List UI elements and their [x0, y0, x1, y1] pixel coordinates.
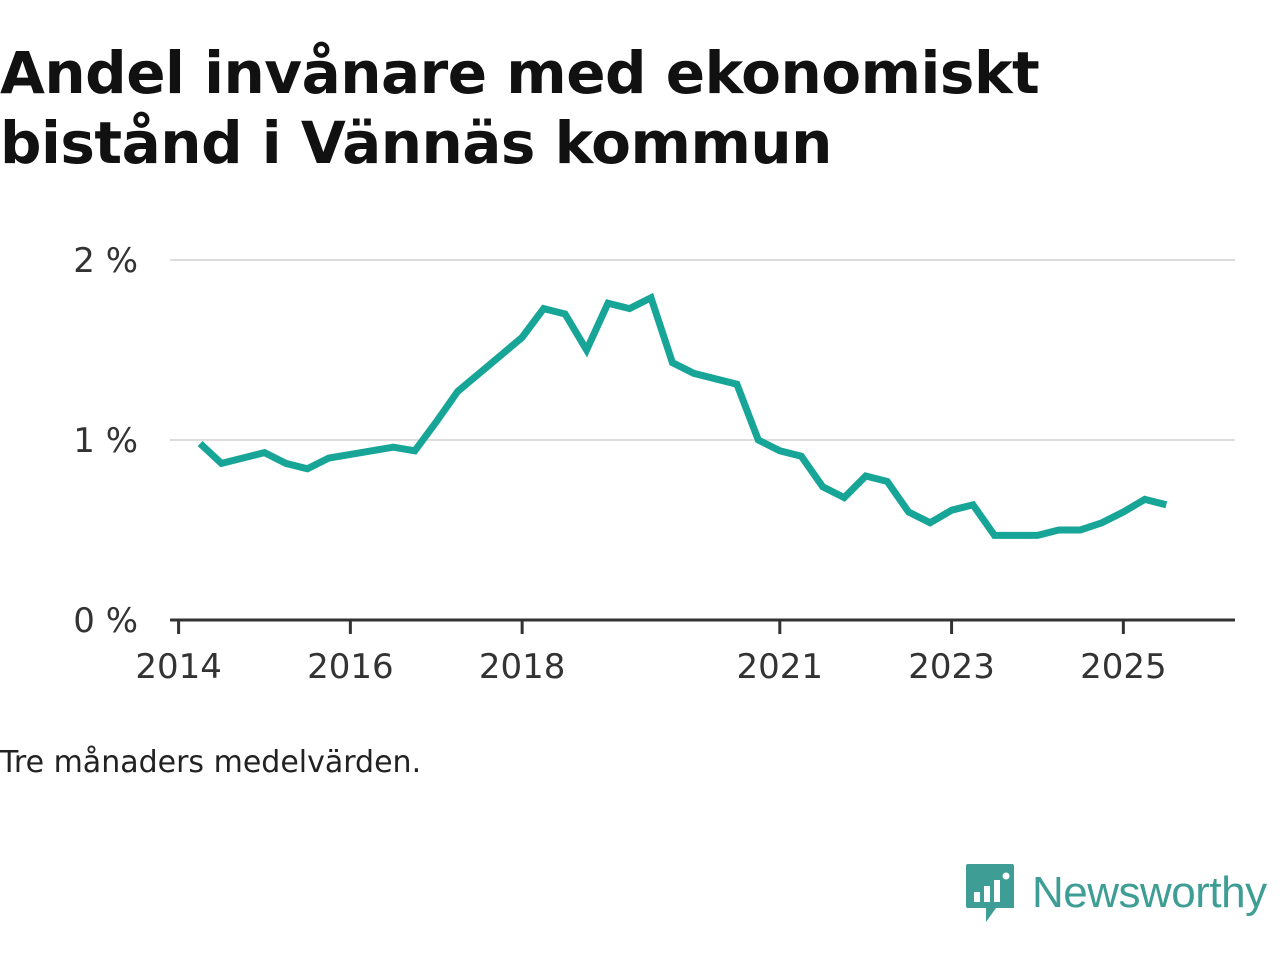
data-point	[1055, 527, 1062, 534]
brand-name: Newsworthy	[1032, 868, 1267, 917]
data-point	[648, 294, 655, 301]
data-point	[1120, 509, 1127, 516]
x-tick-label: 2014	[135, 647, 222, 687]
data-point	[583, 347, 590, 354]
data-point	[1098, 519, 1105, 526]
y-tick-label: 1 %	[73, 421, 138, 461]
data-point	[970, 501, 977, 508]
chart-note: Tre månaders medelvärden.	[0, 745, 422, 780]
data-point	[690, 370, 697, 377]
data-point	[669, 359, 676, 366]
data-point	[347, 451, 354, 458]
data-point	[562, 311, 569, 318]
data-point	[862, 473, 869, 480]
x-tick-label: 2016	[307, 647, 394, 687]
data-point	[798, 453, 805, 460]
data-point	[476, 370, 483, 377]
data-point	[1034, 532, 1041, 539]
data-point	[454, 388, 461, 395]
data-point	[841, 494, 848, 501]
data-point	[1163, 501, 1170, 508]
data-point	[991, 532, 998, 539]
data-point	[927, 519, 934, 526]
data-point	[819, 483, 826, 490]
data-point	[497, 352, 504, 359]
data-point	[776, 447, 783, 454]
data-point	[605, 300, 612, 307]
data-point	[905, 509, 912, 516]
data-point	[433, 419, 440, 426]
x-tick-label: 2023	[908, 647, 995, 687]
data-point	[368, 447, 375, 454]
brand-logo: Newsworthy	[964, 862, 1267, 924]
y-tick-label: 0 %	[73, 601, 138, 641]
y-tick-label: 2 %	[73, 241, 138, 281]
data-point	[712, 375, 719, 382]
data-point	[282, 460, 289, 467]
data-point	[240, 455, 247, 462]
data-point	[197, 440, 204, 447]
data-point	[1077, 527, 1084, 534]
x-tick-label: 2021	[737, 647, 824, 687]
axis-layer	[170, 618, 1235, 634]
data-point	[325, 455, 332, 462]
newsworthy-logo-icon	[966, 864, 1014, 922]
data-point	[948, 507, 955, 514]
data-point	[755, 437, 762, 444]
series-layer	[197, 292, 1170, 539]
data-point	[540, 305, 547, 312]
data-point	[261, 449, 268, 456]
data-point	[218, 460, 225, 467]
label-layer: 0 % 1 % 2 % 2014 2016 2018 2021 2023 2025	[73, 241, 1166, 687]
x-tick-label: 2018	[479, 647, 566, 687]
data-point	[884, 478, 891, 485]
data-point	[390, 444, 397, 451]
grid-layer	[170, 259, 1235, 441]
data-point	[411, 447, 418, 454]
chart-title: Andel invånare med ekonomiskt bistånd i …	[0, 39, 1040, 177]
data-point	[304, 465, 311, 472]
data-point	[733, 381, 740, 388]
x-tick-label: 2025	[1080, 647, 1167, 687]
data-point	[626, 305, 633, 312]
series-line	[197, 292, 1168, 539]
data-point	[1141, 496, 1148, 503]
data-point	[1013, 532, 1020, 539]
data-point	[519, 334, 526, 341]
